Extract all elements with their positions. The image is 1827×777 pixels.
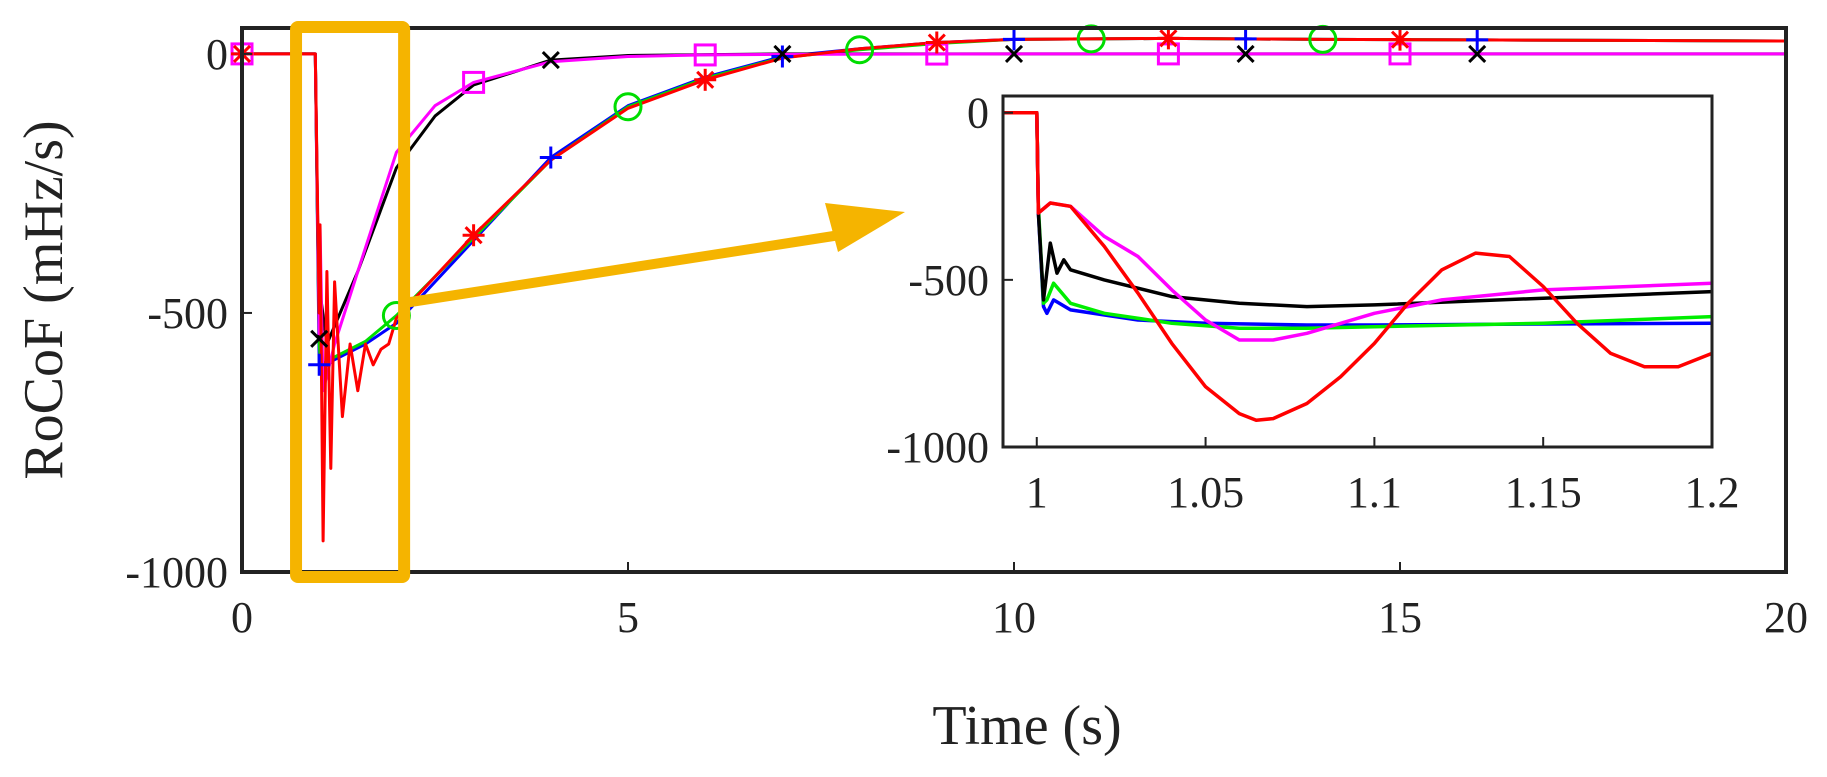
- inset-ytick-label-1: -500: [908, 256, 989, 305]
- main-series-blue-marker-6: [1466, 28, 1489, 51]
- x-axis-label: Time (s): [932, 695, 1121, 757]
- main-series-green-marker-1: [613, 92, 643, 122]
- inset-xtick-label-4: 1.2: [1685, 468, 1740, 517]
- main-xtick-label-4: 20: [1764, 593, 1808, 642]
- main-series-red-marker-3: [925, 31, 948, 54]
- main-series-black-marker-3: [1004, 44, 1024, 63]
- inset-plot-area: [1003, 96, 1712, 447]
- main-ytick-label-0: 0: [206, 30, 228, 79]
- main-xtick-label-0: 0: [231, 593, 253, 642]
- inset-ytick-label-0: 0: [967, 89, 989, 138]
- main-series-black-marker-4: [1236, 44, 1255, 63]
- main-series-blue-marker-2: [539, 146, 562, 169]
- main-series-blue-marker-3: [771, 45, 794, 68]
- inset-xtick-label-3: 1.15: [1505, 468, 1582, 517]
- inset-series-red-line: [1003, 110, 1712, 423]
- inset-ytick-label-2: -1000: [886, 423, 989, 472]
- main-ytick-label-2: -1000: [125, 548, 228, 597]
- inset-xtick-label-0: 1: [1026, 468, 1048, 517]
- main-series-red-marker-1: [462, 224, 485, 247]
- inset-series-black-line: [1003, 110, 1712, 309]
- main-series-red-marker-2: [694, 68, 717, 91]
- inset-series-group: [1003, 110, 1712, 423]
- main-series-red-marker-5: [1389, 28, 1411, 51]
- inset-axes-frame: [1001, 94, 1714, 449]
- main-series-black-marker-0: [310, 329, 329, 348]
- inset-plot: 1 1.05 1.1 1.15 1.2 0 -500 -1000: [886, 89, 1739, 517]
- inset-xtick-label-2: 1.1: [1347, 468, 1402, 517]
- inset-xtick-label-1: 1.05: [1167, 468, 1244, 517]
- zoom-arrow-head: [825, 203, 905, 252]
- main-series-green-marker-3: [1076, 24, 1106, 54]
- main-series-black-marker-2: [773, 44, 792, 63]
- zoom-arrow-shaft: [403, 230, 841, 308]
- zoom-annotation: [290, 21, 905, 583]
- main-series-black-marker-1: [541, 51, 560, 70]
- main-series-black-marker-5: [1468, 44, 1487, 63]
- main-xtick-label-1: 5: [617, 593, 639, 642]
- main-series-red-marker-4: [1157, 27, 1180, 50]
- main-series-red-line: [242, 36, 1786, 543]
- main-series-green-marker-2: [845, 35, 875, 65]
- main-xtick-label-2: 10: [992, 593, 1036, 642]
- main-series-magenta-marker-1: [462, 70, 486, 94]
- main-series-blue-marker-4: [1003, 28, 1025, 51]
- y-axis-label: RoCoF (mHz/s): [13, 120, 75, 479]
- main-series-blue-marker-5: [1234, 27, 1257, 50]
- main-series-blue-marker-1: [308, 353, 331, 376]
- main-xtick-label-3: 15: [1378, 593, 1422, 642]
- main-ytick-label-1: -500: [147, 289, 228, 338]
- main-series-magenta-marker-2: [693, 43, 717, 67]
